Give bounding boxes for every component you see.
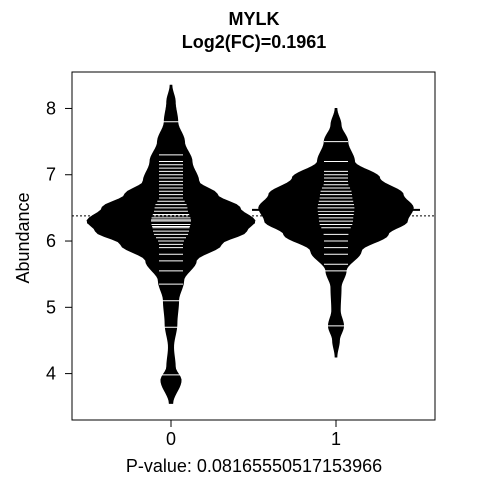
plot-frame bbox=[71, 71, 436, 421]
chart-subtitle: Log2(FC)=0.1961 bbox=[182, 32, 327, 52]
y-tick-label-5: 5 bbox=[46, 297, 56, 317]
x-tick-label-0: 0 bbox=[166, 429, 176, 449]
x-tick-label-1: 1 bbox=[331, 429, 341, 449]
y-tick-label-8: 8 bbox=[46, 98, 56, 118]
y-axis: 4 5 6 7 8 bbox=[46, 98, 72, 384]
x-axis-label: P-value: 0.08165550517153966 bbox=[126, 456, 382, 476]
bean-shape-1 bbox=[258, 107, 414, 358]
y-tick-label-4: 4 bbox=[46, 364, 56, 384]
chart-title: MYLK bbox=[229, 9, 280, 29]
group-means-layer bbox=[87, 208, 420, 224]
y-tick-label-7: 7 bbox=[46, 165, 56, 185]
y-tick-label-6: 6 bbox=[46, 231, 56, 251]
y-axis-label: Abundance bbox=[13, 192, 33, 283]
beans-layer bbox=[86, 84, 414, 404]
